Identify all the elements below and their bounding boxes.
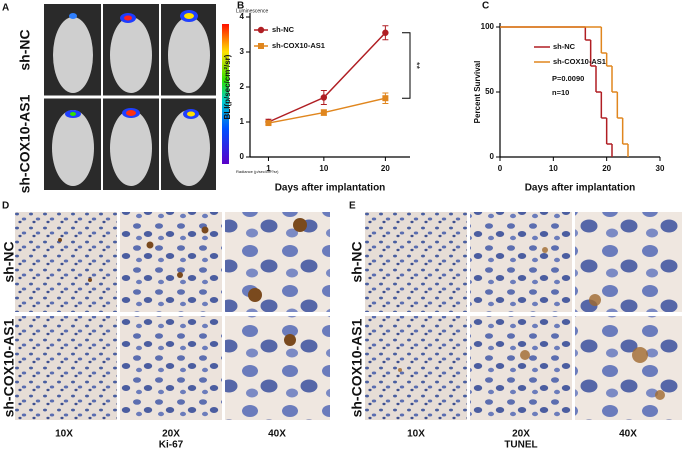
- y-axis-label: BLI(p/sec/cm²/sr): [223, 54, 232, 119]
- x-tick-label: 0: [498, 164, 503, 173]
- x-axis-label: Days after implantation: [275, 183, 386, 194]
- x-tick-label: 10: [319, 164, 328, 173]
- data-point: [382, 95, 389, 102]
- tunel-images: [365, 212, 682, 420]
- legend-label: sh-COX10-AS1: [553, 57, 606, 66]
- significance-bracket: [402, 32, 411, 99]
- row-label: sh-NC: [17, 29, 33, 70]
- panel-label: C: [482, 1, 489, 12]
- x-tick-label: 20: [602, 164, 611, 173]
- y-tick-label: 0: [240, 152, 245, 161]
- annotation: n=10: [552, 88, 569, 97]
- data-point: [265, 120, 272, 127]
- y-axis-label: Percent Survival: [473, 61, 482, 124]
- colorbar-title: Luminescence: [236, 8, 268, 14]
- x-tick-label: 10: [549, 164, 558, 173]
- stain-label: Ki-67: [159, 440, 184, 448]
- row-label: sh-NC: [349, 241, 365, 282]
- column-label: 20X: [162, 429, 180, 440]
- y-tick-label: 100: [481, 22, 495, 31]
- column-label: 10X: [407, 429, 425, 440]
- row-label: sh-NC: [1, 241, 17, 282]
- ihc-images: [15, 212, 330, 420]
- y-tick-label: 0: [490, 152, 495, 161]
- data-point: [382, 29, 389, 36]
- legend-marker: [258, 43, 264, 49]
- column-label: 20X: [512, 429, 530, 440]
- colorbar-unit: Radiance (p/sec/cm²/sr): [236, 169, 279, 174]
- y-tick-label: 1: [240, 117, 245, 126]
- panel-label: D: [2, 201, 9, 212]
- column-label: 10X: [55, 429, 73, 440]
- panel-label: A: [2, 3, 9, 14]
- row-label: sh-COX10-AS1: [1, 318, 17, 417]
- mouse-images: [44, 4, 216, 190]
- y-tick-label: 50: [485, 87, 494, 96]
- y-tick-label: 2: [240, 82, 245, 91]
- legend-label: sh-NC: [553, 42, 576, 51]
- y-tick-label: 4: [240, 12, 245, 21]
- x-tick-label: 30: [656, 164, 665, 173]
- annotation: P=0.0090: [552, 74, 584, 83]
- column-label: 40X: [268, 429, 286, 440]
- y-tick-label: 3: [240, 47, 245, 56]
- data-point: [320, 109, 327, 116]
- data-point: [320, 94, 328, 101]
- legend-marker: [257, 26, 265, 34]
- legend-label: sh-NC: [272, 25, 295, 34]
- row-label: sh-COX10-AS1: [349, 318, 365, 417]
- x-tick-label: 20: [381, 164, 390, 173]
- row-label: sh-COX10-AS1: [17, 94, 33, 193]
- panel-label: E: [349, 201, 356, 212]
- column-label: 40X: [619, 429, 637, 440]
- x-axis-label: Days after implantation: [525, 183, 636, 194]
- colorbar: [222, 24, 229, 164]
- series-line: [268, 97, 386, 124]
- legend-label: sh-COX10-AS1: [272, 41, 325, 50]
- significance-label: **: [412, 62, 422, 70]
- stain-label: TUNEL: [504, 440, 537, 448]
- panel-label: B: [237, 1, 244, 12]
- x-tick-label: 1: [266, 164, 271, 173]
